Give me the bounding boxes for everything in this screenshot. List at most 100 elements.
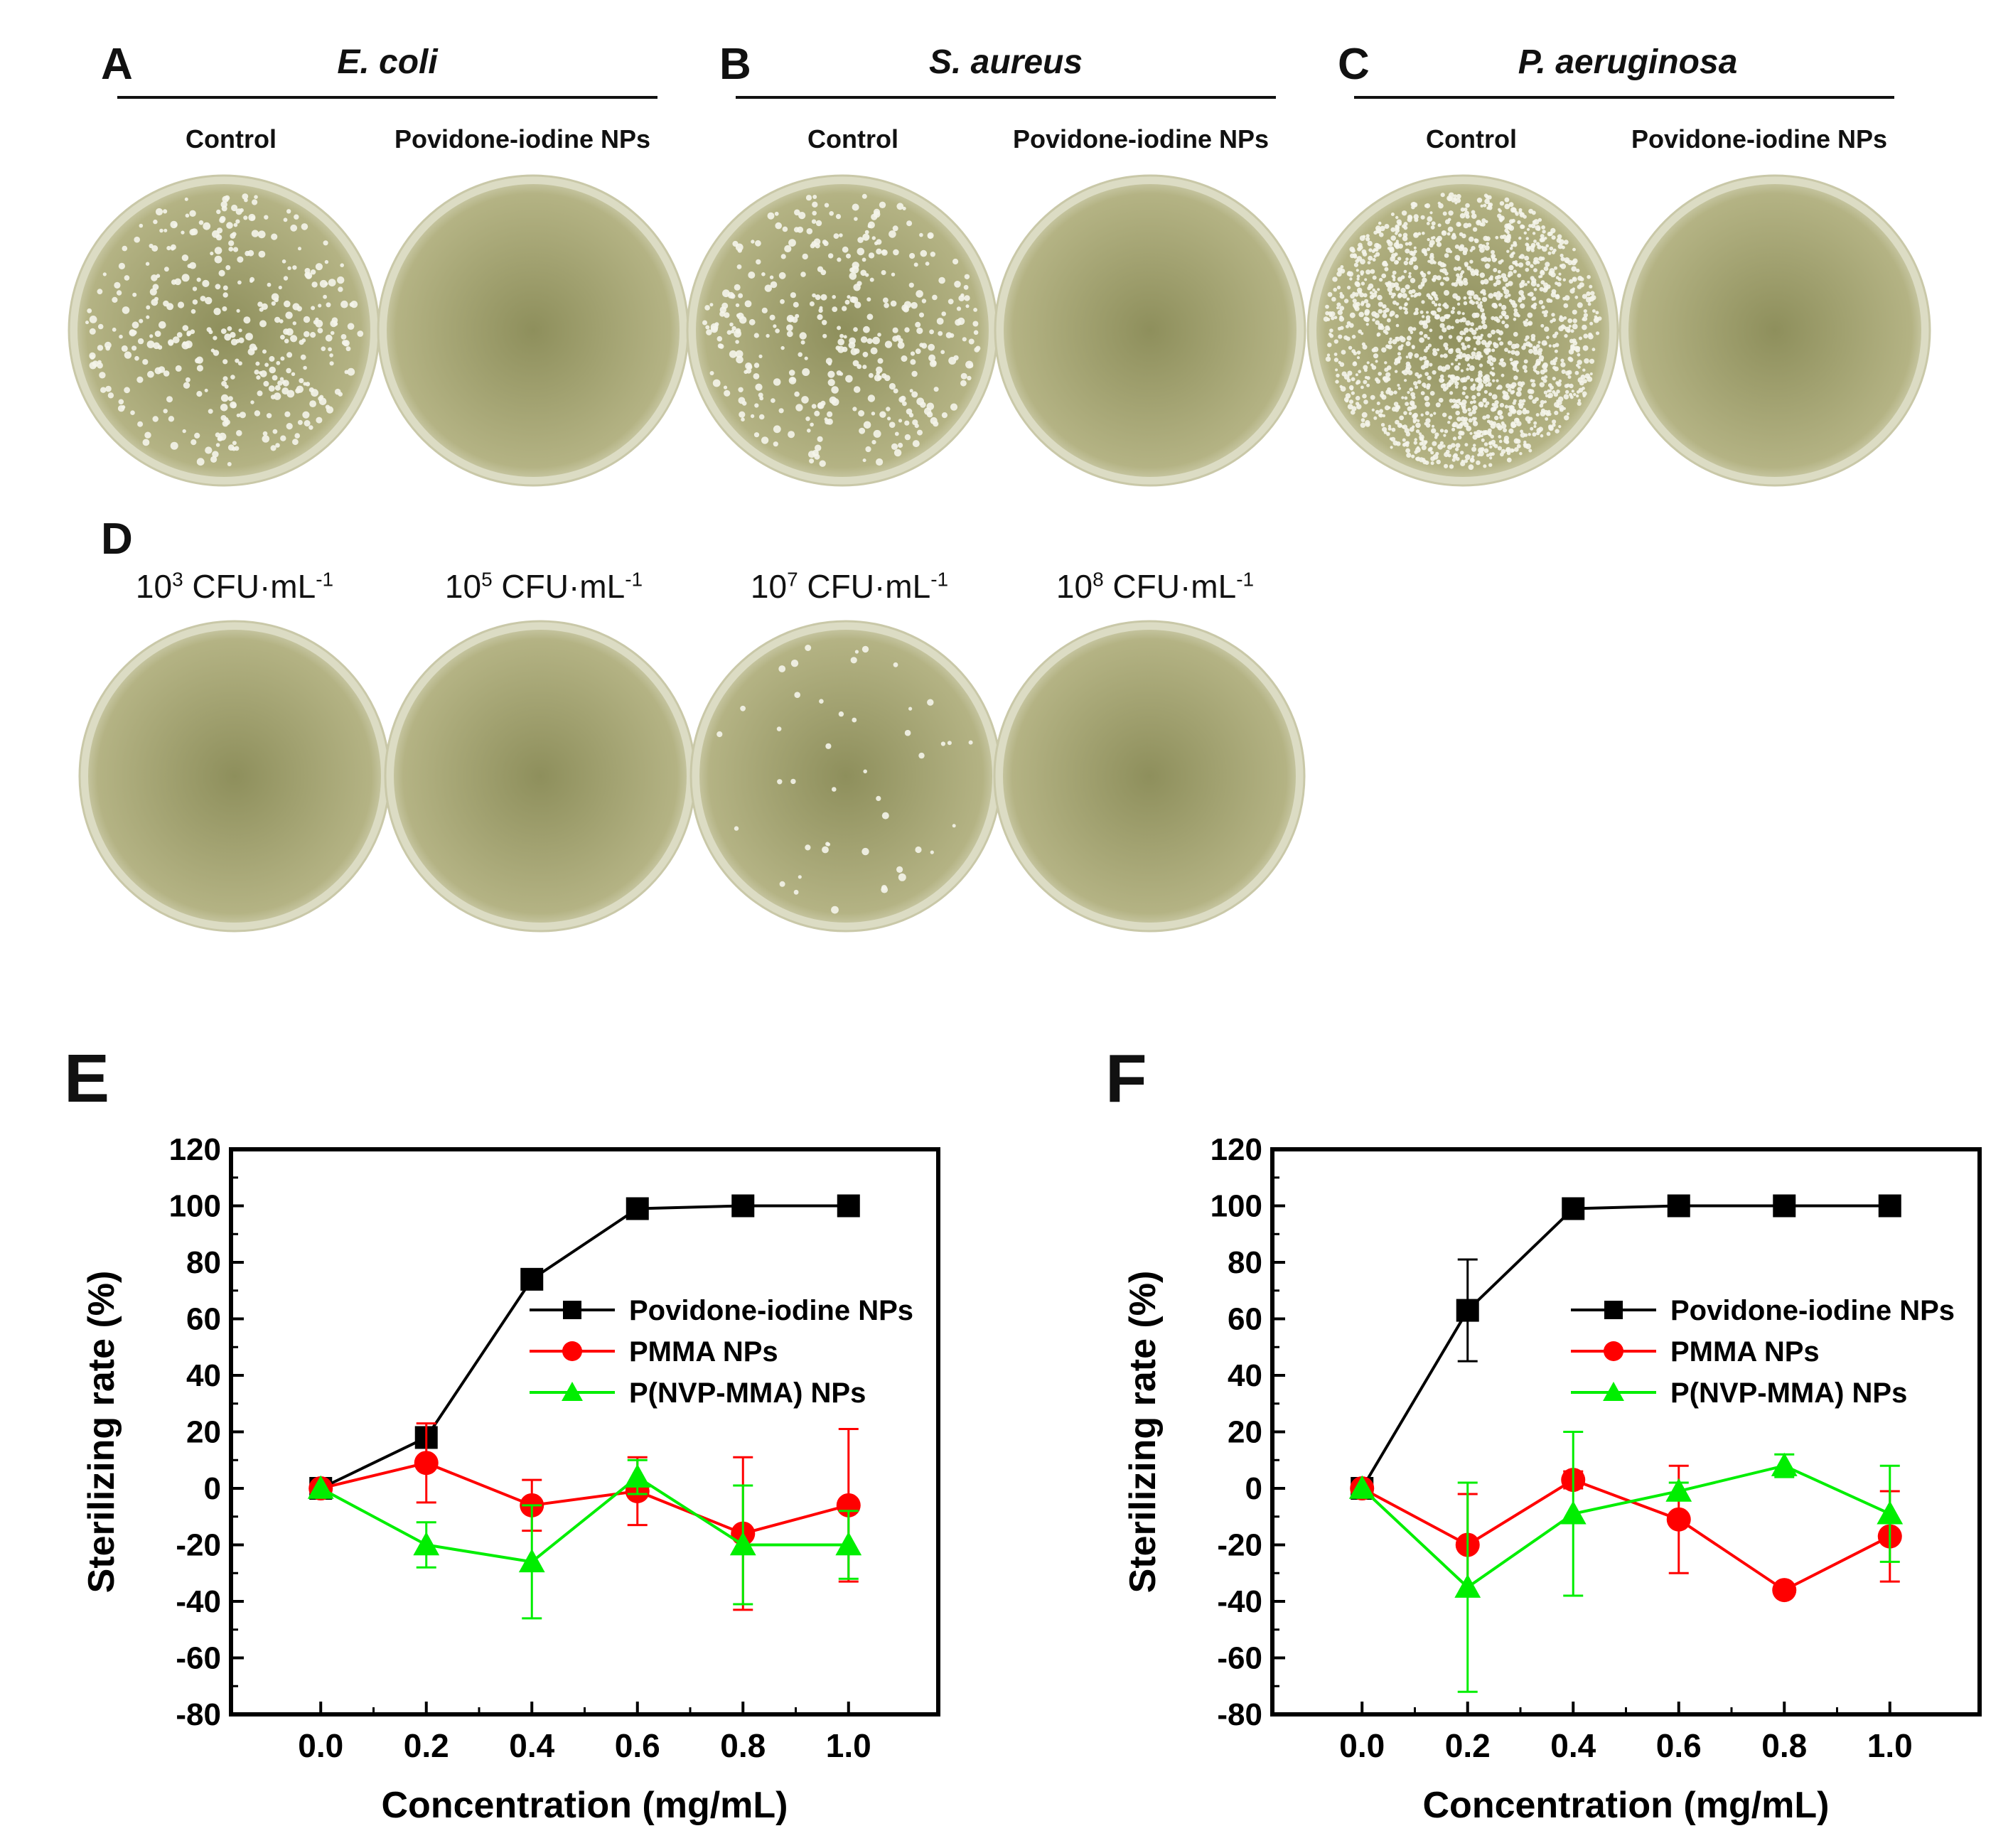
colony [826,418,833,425]
colony [1554,410,1559,416]
colony [175,365,182,372]
colony [884,302,889,308]
colony [1390,311,1395,316]
colony [157,345,163,350]
petri-plate-b-treated [994,174,1306,487]
colony [1394,259,1399,265]
colony [1543,313,1547,318]
colony [226,222,233,229]
colony [1417,380,1422,385]
colony [824,203,830,208]
colony [968,362,974,368]
colony [1386,365,1392,370]
colony [205,446,213,454]
colony [315,319,323,328]
colony [941,311,946,316]
colony [1415,385,1419,390]
colony [849,272,857,280]
colony [284,300,291,308]
colony [196,277,201,282]
y-tick-label: 20 [186,1415,221,1450]
colony [1395,336,1398,340]
colony [311,281,318,288]
colony [222,292,228,298]
colony [227,462,232,466]
colony [1496,279,1501,286]
colony [1339,306,1345,311]
colony [286,367,291,374]
colony [773,441,778,447]
colony [871,213,878,220]
colony [238,337,245,343]
colony [739,411,746,418]
x-tick-label: 0.8 [720,1727,766,1764]
colony [913,262,918,267]
colony [877,375,882,380]
colony [780,254,786,259]
colony [1506,457,1512,463]
panel-c-organism: P. aeruginosa [1518,43,1738,81]
colony [1545,417,1549,421]
colony [250,400,254,404]
colony [896,203,904,210]
colony [814,410,820,417]
colony [1439,374,1444,379]
colony [1545,244,1550,248]
colony [1447,217,1451,222]
colony [870,347,878,355]
colony [1537,245,1542,249]
colony [243,215,248,220]
series-line [1361,1478,1891,1592]
colony [904,327,910,333]
colony [114,281,121,289]
colony [921,343,928,349]
colony [1582,294,1587,299]
colony [1326,353,1331,357]
colony [304,331,310,338]
colony [805,195,812,201]
y-tick-label: -40 [1217,1584,1262,1619]
colony [910,359,916,365]
colony [802,368,810,376]
colony [222,359,228,365]
colony [1349,247,1355,252]
colony [778,272,786,279]
colony [1486,414,1491,419]
colony [862,458,866,463]
colony [142,359,149,365]
marker-triangle [1771,1452,1798,1476]
colony [848,341,856,349]
colony [1469,400,1473,404]
colony [865,446,871,453]
colony [168,339,174,345]
colony [181,230,185,235]
colony [181,274,190,282]
colony [866,313,874,321]
colony [134,236,140,243]
colony [800,340,805,345]
colony [190,308,196,314]
colony [910,351,916,356]
colony [1431,300,1436,304]
colony [831,398,839,406]
colony [1372,258,1376,262]
colony [731,329,735,333]
colony [1352,361,1358,367]
colony [1424,372,1429,376]
colony [793,301,799,308]
colony [129,329,135,335]
colony [953,355,959,361]
colony [974,347,979,353]
colony [866,338,873,344]
panel-a-letter: A [101,40,133,89]
colony [192,299,198,305]
legend-entry: P(NVP-MMA) NPs [1571,1377,1907,1409]
colony [248,213,256,222]
colony [149,288,157,296]
colony [873,208,881,215]
colony [732,240,739,247]
colony [1459,232,1464,237]
colony [170,441,178,450]
colony [1417,419,1420,423]
colony [213,335,218,340]
